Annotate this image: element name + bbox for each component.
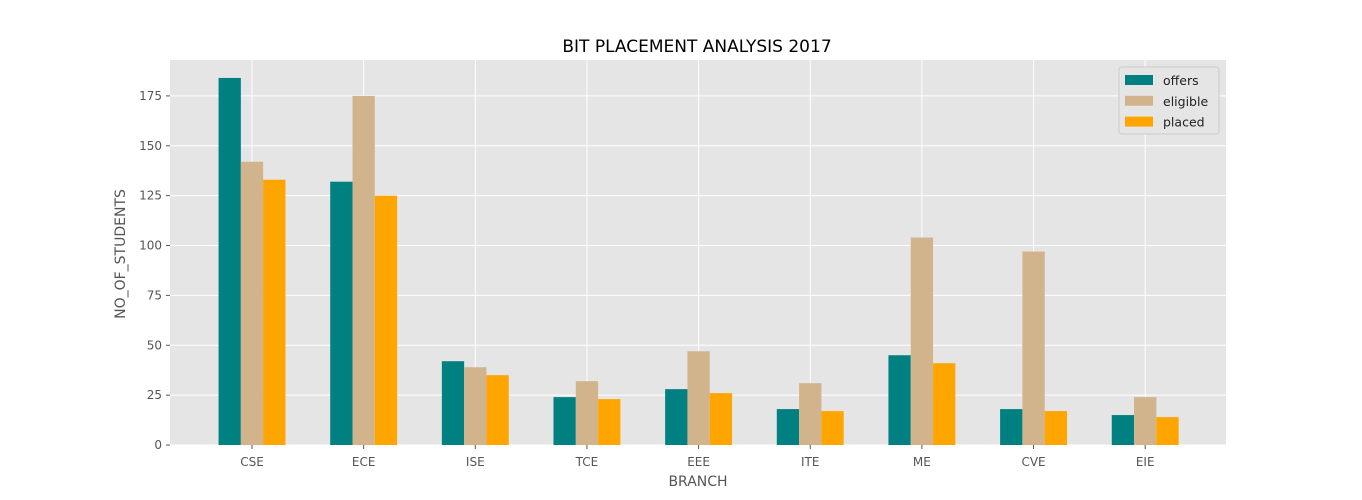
x-tick-label: ITE [801,455,819,469]
bar-offers-ite [776,409,800,445]
bar-offers-eie [1111,415,1135,445]
bar-offers-cse [218,77,241,445]
x-tick-label: CVE [1021,455,1045,469]
y-tick-label: 0 [154,438,162,452]
bar-placed-eee [709,393,733,445]
bar-placed-me [933,363,956,445]
bar-placed-ise [486,375,509,445]
bar-eligible-cve [1022,251,1045,445]
legend-swatch-eligible [1125,95,1153,106]
y-tick-label: 125 [139,189,162,203]
x-tick-label: ECE [352,455,376,469]
y-tick-label: 100 [139,239,162,253]
x-tick-label: TCE [575,455,599,469]
bar-offers-cve [1000,409,1023,445]
x-tick-label: ISE [466,455,485,469]
x-tick-label: ME [913,455,931,469]
bar-eligible-ite [799,383,822,445]
legend-label-eligible: eligible [1163,94,1208,109]
bar-eligible-tce [575,381,599,445]
bar-eligible-me [910,237,934,445]
y-tick-label: 150 [139,139,162,153]
bar-placed-cse [263,179,286,445]
chart-title: BIT PLACEMENT ANALYSIS 2017 [562,37,831,57]
bar-eligible-ece [352,95,375,445]
bars [218,77,1179,445]
y-tick-label: 50 [147,338,162,352]
bar-offers-me [888,355,911,445]
legend-label-placed: placed [1163,115,1205,130]
bar-placed-ite [821,411,844,445]
x-tick-label: EEE [687,455,710,469]
bar-placed-tce [598,399,621,445]
bar-eligible-eie [1134,397,1157,445]
x-axis-label: BRANCH [668,474,727,490]
x-tick-label: CSE [240,455,264,469]
legend-swatch-placed [1125,116,1153,127]
y-tick-label: 25 [147,388,162,402]
y-tick-label: 75 [147,288,162,302]
bar-offers-ece [330,181,353,445]
bar-placed-cve [1044,411,1067,445]
bar-offers-tce [553,397,576,445]
bar-eligible-cse [240,161,264,445]
bar-offers-ise [441,361,465,445]
bar-placed-ece [374,195,398,445]
bar-eligible-eee [687,351,710,445]
y-tick-label: 175 [139,89,162,103]
bar-placed-eie [1156,417,1179,445]
x-axis-ticks: CSE ECE ISE TCE EEE ITE ME CVE EIE [240,445,1155,469]
legend-swatch-offers [1125,75,1153,85]
legend-label-offers: offers [1163,73,1199,88]
bar-offers-eee [665,389,688,445]
bar-eligible-ise [464,367,487,445]
y-axis-ticks: 0 25 50 75 100 125 150 175 [139,89,170,452]
y-axis-label: NO_OF_STUDENTS [113,189,129,319]
x-tick-label: EIE [1136,455,1155,469]
legend: offers eligible placed [1118,66,1220,135]
